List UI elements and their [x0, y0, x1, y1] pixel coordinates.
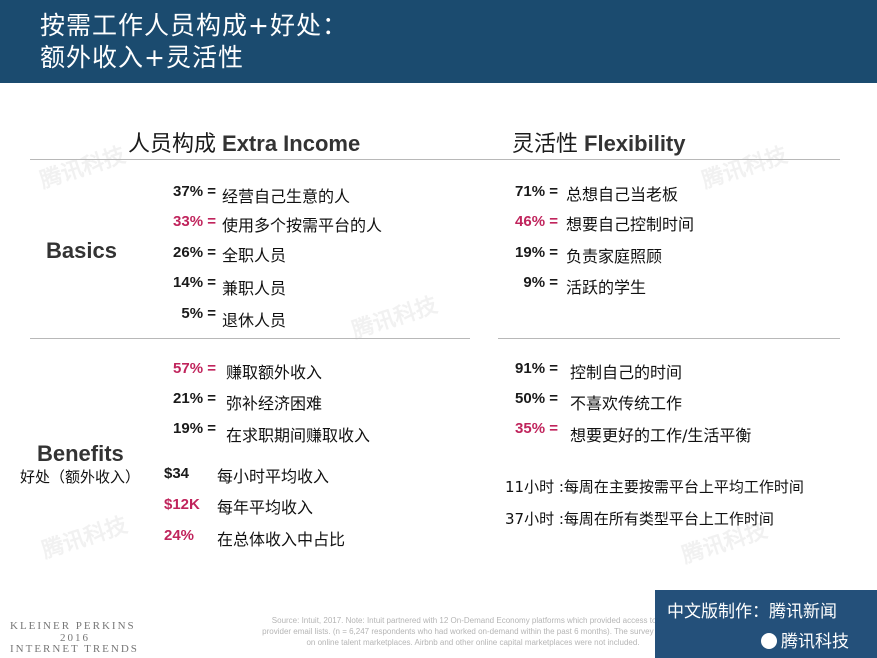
hours-note: 37小时 :每周在所有类型平台上工作时间	[505, 510, 774, 528]
stat-label: 控制自己的时间	[570, 363, 683, 382]
stat-label: 使用多个按需平台的人	[222, 216, 383, 235]
stat-value: 24%	[164, 527, 195, 544]
brand-line-2: 腾讯科技	[761, 627, 849, 652]
stat-label: 赚取额外收入	[226, 363, 323, 382]
stat-value: 91% =	[515, 360, 558, 377]
column-heading-extra-income: 人员构成 Extra Income	[128, 126, 360, 158]
stat-label: 总想自己当老板	[566, 185, 679, 204]
stat-label: 在求职期间赚取收入	[226, 426, 371, 445]
column-heading-cn: 人员构成	[128, 132, 217, 157]
brand-line-2-text: 腾讯科技	[781, 632, 849, 652]
column-heading-flexibility: 灵活性 Flexibility	[512, 126, 686, 158]
stat-value: $34	[164, 465, 190, 482]
header-divider	[30, 159, 840, 160]
stat-value: 26% =	[173, 244, 216, 261]
title-bar: 按需工作人员构成+好处： 额外收入+灵活性	[0, 0, 877, 83]
stat-value: 71% =	[515, 183, 558, 200]
tencent-logo-icon	[761, 633, 777, 649]
brand-line-1: 中文版制作：腾讯新闻	[667, 602, 837, 622]
stat-label: 负责家庭照顾	[566, 247, 663, 266]
stat-label: 退休人员	[222, 311, 287, 330]
stat-value: 14% =	[173, 274, 216, 291]
stat-value: 50% =	[515, 390, 558, 407]
column-heading-en: Extra Income	[222, 131, 361, 156]
watermark: 腾讯科技	[39, 512, 131, 564]
stat-label: 不喜欢传统工作	[570, 394, 683, 413]
page-title-line-2: 额外收入+灵活性	[40, 43, 244, 72]
stat-label: 想要更好的工作/生活平衡	[570, 426, 752, 445]
stat-label: 每小时平均收入	[217, 467, 330, 486]
stat-label: 兼职人员	[222, 279, 287, 298]
section-divider-left	[30, 338, 470, 339]
kp-logo-line-2: 2016	[60, 632, 90, 644]
stat-value: 37% =	[173, 183, 216, 200]
stat-label: 在总体收入中占比	[217, 530, 346, 549]
stat-label: 想要自己控制时间	[566, 215, 695, 234]
section-divider-right	[498, 338, 840, 339]
source-note: Source: Intuit, 2017. Note: Intuit partn…	[262, 616, 684, 647]
brand-badge: 中文版制作：腾讯新闻 腾讯科技	[655, 590, 877, 658]
stat-value: $12K	[164, 496, 200, 513]
stat-label: 每年平均收入	[217, 498, 314, 517]
section-sublabel-benefits: 好处（额外收入）	[20, 468, 141, 486]
watermark: 腾讯科技	[37, 142, 129, 194]
section-label-basics: Basics	[46, 238, 117, 263]
stat-value: 57% =	[173, 360, 216, 377]
stat-value: 5% =	[181, 305, 216, 322]
stat-value: 21% =	[173, 390, 216, 407]
stat-label: 弥补经济困难	[226, 394, 323, 413]
stat-label: 经营自己生意的人	[222, 187, 351, 206]
hours-note: 11小时 :每周在主要按需平台上平均工作时间	[505, 478, 804, 496]
page-title-line-1: 按需工作人员构成+好处：	[40, 11, 348, 40]
stat-value: 35% =	[515, 420, 558, 437]
stat-value: 19% =	[173, 420, 216, 437]
stat-label: 活跃的学生	[566, 278, 647, 297]
watermark: 腾讯科技	[349, 292, 441, 344]
stat-value: 33% =	[173, 213, 216, 230]
column-heading-en: Flexibility	[584, 131, 686, 156]
stat-value: 46% =	[515, 213, 558, 230]
stat-value: 19% =	[515, 244, 558, 261]
section-label-benefits: Benefits	[37, 441, 124, 466]
column-heading-cn: 灵活性	[512, 132, 579, 157]
kp-logo-line-3: INTERNET TRENDS	[10, 643, 139, 655]
kp-logo-line-1: KLEINER PERKINS	[10, 620, 136, 632]
stat-value: 9% =	[523, 274, 558, 291]
watermark: 腾讯科技	[699, 142, 791, 194]
stat-label: 全职人员	[222, 246, 287, 265]
